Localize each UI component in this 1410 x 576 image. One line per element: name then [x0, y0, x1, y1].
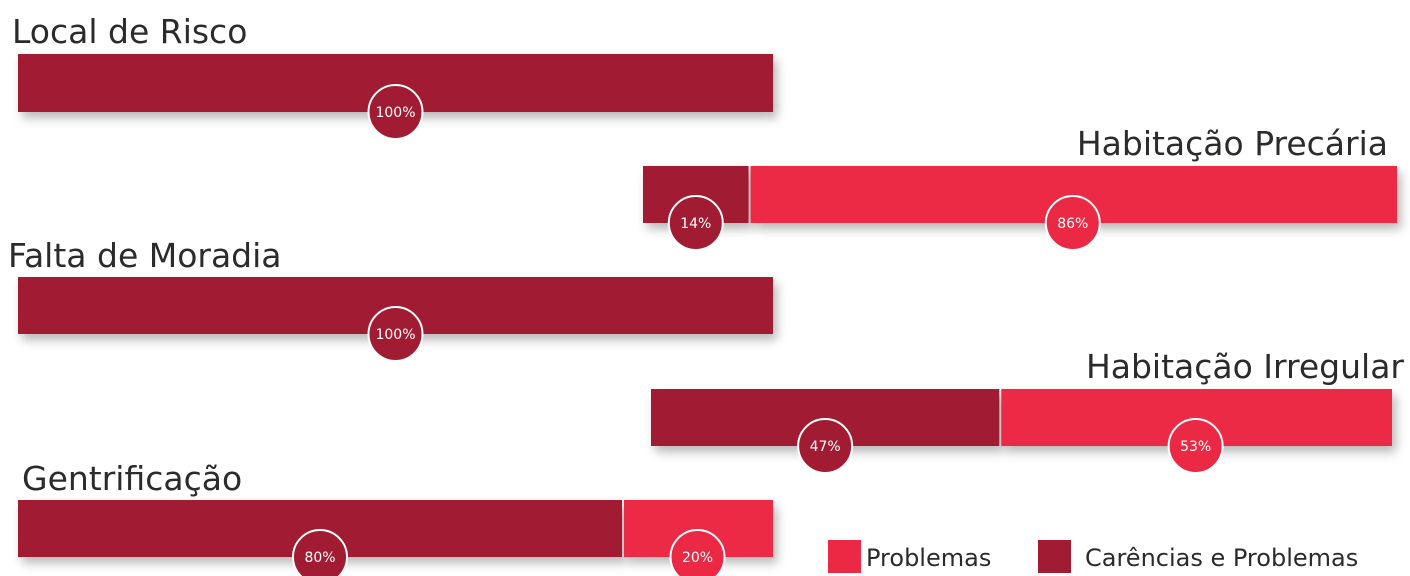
value-badge-gentrificacao-carencias-e-problemas — [292, 529, 348, 576]
category-label-habitacao-precaria: Habitação Precária — [1077, 124, 1388, 163]
bar-group-falta-de-moradia: Falta de Moradia 100% — [8, 236, 773, 362]
value-badge-habitacao-precaria-problemas — [1044, 195, 1101, 251]
category-label-falta-de-moradia: Falta de Moradia — [8, 236, 282, 275]
category-label-local-de-risco: Local de Risco — [12, 12, 247, 51]
bar-group-habitacao-precaria: Habitação Precária 14% 86% — [643, 124, 1397, 251]
legend-label-carencias-e-problemas: Carências e Problemas — [1085, 544, 1358, 572]
data-label-falta-de-moradia-carencias-e-problemas: 100% — [375, 327, 415, 343]
bar-group-gentrificacao: Gentrificação 80% 20% — [18, 459, 773, 576]
legend-item-carencias-e-problemas: Carências e Problemas — [1038, 540, 1358, 573]
bar-group-local-de-risco: Local de Risco 100% — [12, 12, 773, 140]
data-label-habitacao-precaria-problemas: 86% — [1057, 216, 1088, 232]
data-label-habitacao-irregular-problemas: 53% — [1180, 439, 1211, 455]
data-label-local-de-risco-carencias-e-problemas: 100% — [375, 105, 415, 121]
value-badge-local-de-risco-carencias-e-problemas — [367, 84, 424, 140]
legend: Problemas Carências e Problemas — [828, 540, 1358, 573]
data-label-habitacao-precaria-carencias-e-problemas: 14% — [680, 216, 711, 232]
legend-item-problemas: Problemas — [828, 540, 991, 573]
value-badge-habitacao-irregular-problemas — [1167, 418, 1224, 474]
value-badge-gentrificacao-problemas — [669, 529, 726, 576]
bar-group-habitacao-irregular: Habitação Irregular 47% 53% — [651, 347, 1404, 474]
data-label-habitacao-irregular-carencias-e-problemas: 47% — [810, 439, 841, 455]
value-badge-habitacao-irregular-carencias-e-problemas — [797, 418, 854, 474]
value-badge-habitacao-precaria-carencias-e-problemas — [667, 195, 724, 251]
category-label-gentrificacao: Gentrificação — [22, 459, 242, 498]
bars-layer: Local de Risco 100% Habitação Precária 14% 8… — [8, 12, 1404, 576]
legend-label-problemas: Problemas — [866, 544, 991, 572]
value-badge-falta-de-moradia-carencias-e-problemas — [367, 306, 424, 362]
legend-swatch-problemas — [828, 540, 861, 573]
category-label-habitacao-irregular: Habitação Irregular — [1086, 347, 1404, 386]
legend-swatch-carencias-e-problemas — [1038, 540, 1071, 573]
data-label-gentrificacao-carencias-e-problemas: 80% — [304, 550, 335, 566]
data-label-gentrificacao-problemas: 20% — [682, 550, 713, 566]
